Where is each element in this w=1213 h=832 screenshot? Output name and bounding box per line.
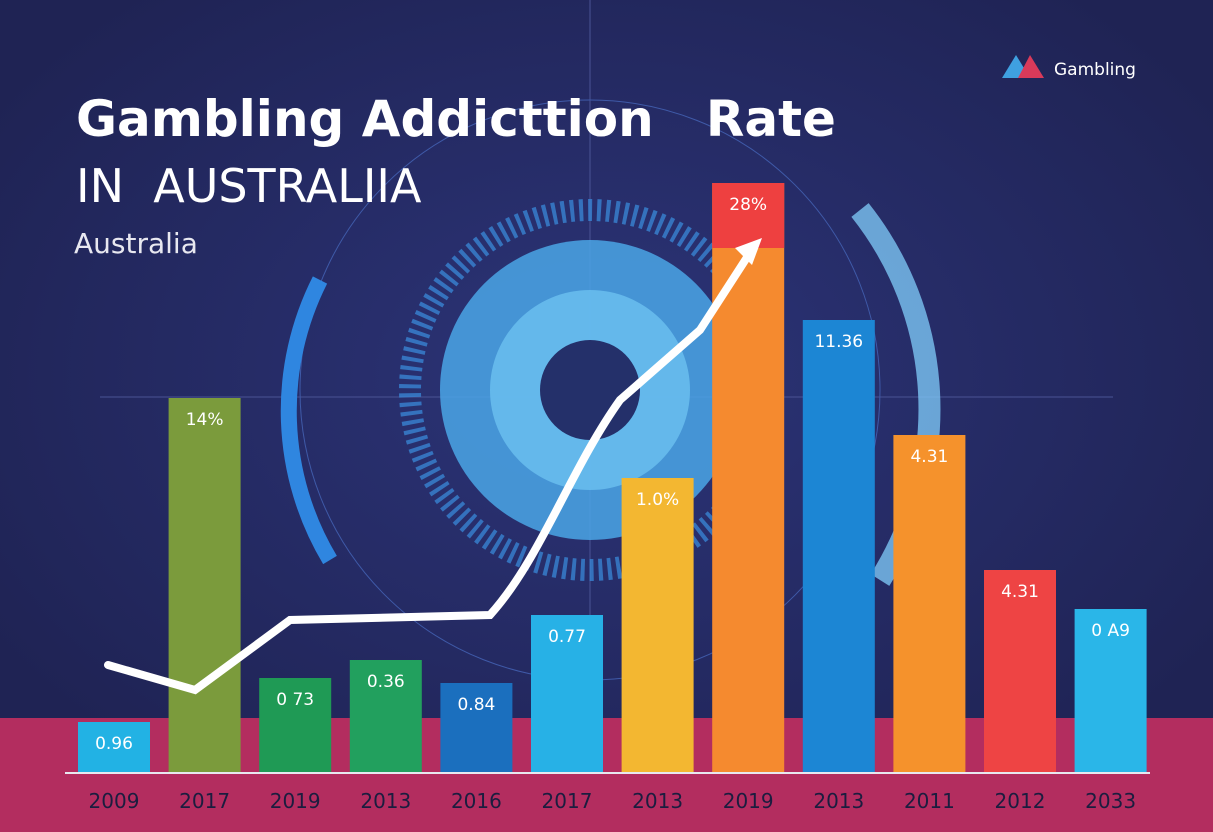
bar-label: 1.0%: [636, 490, 679, 510]
x-tick-label: 2019: [723, 789, 774, 813]
x-tick-label: 2013: [813, 789, 864, 813]
bar-label: 0 73: [276, 690, 314, 710]
bar-label: 0.77: [548, 627, 586, 647]
x-tick-label: 2013: [360, 789, 411, 813]
bar-label: 28%: [729, 195, 767, 215]
x-tick-label: 2016: [451, 789, 502, 813]
x-tick-label: 2033: [1085, 789, 1136, 813]
bar-label: 4.31: [1001, 582, 1039, 602]
caption: Australia: [74, 227, 198, 260]
bar: [984, 570, 1056, 773]
bar: [78, 722, 150, 773]
chart-subtitle: IN AUSTRALIIA: [76, 159, 422, 213]
arrow-head: [735, 238, 762, 265]
brand: Gambling: [1054, 60, 1136, 80]
bar-label: 0.84: [457, 695, 495, 715]
bar-label: 11.36: [814, 332, 863, 352]
bar: [712, 183, 785, 773]
trend-arrow: [104, 241, 759, 695]
bar-label: 14%: [186, 410, 224, 430]
bar: [440, 683, 513, 773]
bar-label: 0.96: [95, 734, 133, 754]
bar: [802, 320, 875, 773]
bar-label: 0 A9: [1091, 621, 1130, 641]
bar: [531, 615, 603, 773]
decoration: [100, 0, 1113, 720]
x-tick-label: 2012: [995, 789, 1046, 813]
x-tick-label: 2013: [632, 789, 683, 813]
x-tick-label: 2017: [542, 789, 593, 813]
chart-title: Gambling Addicttion Rate: [76, 90, 836, 148]
bar: [1074, 609, 1147, 773]
x-tick-label: 2009: [89, 789, 140, 813]
bar-cap: [712, 183, 785, 248]
bar-label: 4.31: [910, 447, 948, 467]
bar: [168, 398, 241, 773]
brand-logo: Gambling: [1002, 55, 1136, 80]
bar: [621, 478, 694, 773]
x-tick-label: 2019: [270, 789, 321, 813]
bar: [349, 660, 422, 773]
bar: [259, 678, 332, 773]
bar: [893, 435, 966, 773]
x-tick-label: 2017: [179, 789, 230, 813]
bar-label: 0.36: [367, 672, 405, 692]
x-tick-label: 2011: [904, 789, 955, 813]
